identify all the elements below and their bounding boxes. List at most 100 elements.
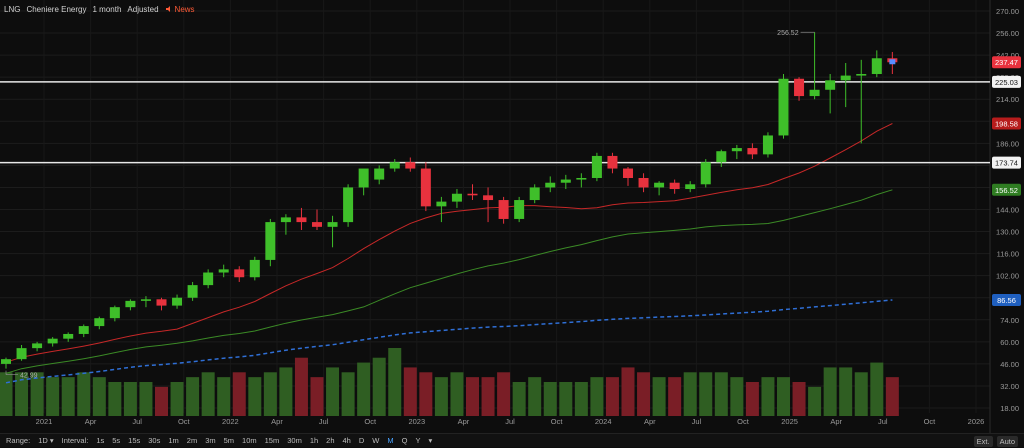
volume-bar (217, 377, 231, 416)
adjustment-label[interactable]: Adjusted (127, 4, 159, 14)
volume-bar (761, 377, 775, 416)
volume-bar (248, 377, 262, 416)
interval-button-15s[interactable]: 15s (128, 436, 141, 445)
candle-body (374, 168, 385, 180)
candle-body (747, 148, 758, 155)
low-annotation: 42.99 (20, 373, 38, 380)
candle-body (203, 272, 214, 286)
x-tick-label: Apr (85, 417, 97, 426)
price-tag-label: 156.52 (995, 186, 1018, 195)
candle-body (654, 182, 665, 188)
interval-button-30s[interactable]: 30s (148, 436, 161, 445)
candle-body (63, 333, 74, 339)
news-toggle[interactable]: News (165, 5, 195, 14)
candle-body (156, 299, 167, 306)
chevron-down-icon: ▾ (49, 436, 54, 445)
interval-button-4h[interactable]: 4h (342, 436, 351, 445)
range-selector[interactable]: 1D ▾ (38, 436, 53, 445)
y-tick-label: 242.00 (996, 51, 1019, 60)
interval-button-2m[interactable]: 2m (186, 436, 198, 445)
interval-button-1s[interactable]: 1s (96, 436, 105, 445)
x-tick-label: 2021 (36, 417, 53, 426)
x-tick-label: Apr (458, 417, 470, 426)
y-tick-label: 32.00 (1000, 382, 1019, 391)
volume-bar (792, 382, 806, 416)
price-tag-label: 237.47 (995, 58, 1018, 67)
scale-button-ext[interactable]: Ext. (973, 435, 993, 447)
candle-body (871, 58, 882, 75)
interval-button-y[interactable]: Y (415, 436, 421, 445)
candle-body (78, 326, 89, 334)
volume-bar (777, 377, 790, 416)
interval-button-15m[interactable]: 15m (264, 436, 280, 445)
company-name: Cheniere Energy (26, 4, 87, 14)
price-tag-ma-red (992, 117, 1021, 130)
candle-body (312, 222, 322, 227)
interval-button-10m[interactable]: 10m (242, 436, 257, 445)
candle-body (436, 201, 447, 207)
volume-bar (0, 372, 13, 416)
interval-button-1h[interactable]: 1h (309, 436, 319, 445)
candle-body (265, 222, 276, 260)
interval-button-30m[interactable]: 30m (287, 436, 302, 445)
volume-bar (123, 382, 137, 416)
candle-body (545, 182, 556, 188)
interval-button-d[interactable]: D (358, 436, 365, 445)
volume-bar (885, 377, 899, 416)
candle-body (405, 162, 416, 169)
x-tick-label: Apr (644, 417, 656, 426)
interval-button-1m[interactable]: 1m (168, 436, 179, 445)
volume-bar (263, 372, 277, 416)
volume-bar (481, 377, 495, 416)
volume-bar (450, 372, 464, 416)
candle-body (109, 307, 120, 319)
volume-bar (403, 367, 417, 416)
y-tick-label: 270.00 (996, 7, 1019, 16)
candle-body (125, 300, 136, 308)
interval-button-3m[interactable]: 3m (205, 436, 216, 445)
interval-button-q[interactable]: Q (401, 436, 408, 445)
chevron-down-icon[interactable]: ▾ (428, 436, 433, 445)
candle-body (514, 200, 525, 219)
volume-bar (46, 377, 60, 416)
candle-body (420, 168, 431, 207)
volume-bar (668, 377, 682, 416)
price-chart[interactable]: 270.00256.00242.00228.00214.00200.00186.… (0, 0, 1024, 433)
y-tick-label: 46.00 (1000, 360, 1019, 369)
x-tick-label: Oct (737, 417, 750, 426)
candle-body (234, 269, 245, 278)
volume-bar (528, 377, 542, 416)
interval-label[interactable]: 1 month (92, 4, 122, 14)
candle-body (467, 193, 478, 196)
candle-body (47, 338, 58, 344)
interval-button-w[interactable]: W (372, 436, 380, 445)
candle-body (296, 217, 307, 223)
x-tick-label: 2026 (968, 417, 985, 426)
volume-bar (77, 372, 91, 416)
x-tick-label: Oct (178, 417, 191, 426)
scale-button-auto[interactable]: Auto (996, 435, 1018, 447)
volume-bar (170, 382, 184, 416)
interval-button-5s[interactable]: 5s (112, 436, 121, 445)
volume-bar (326, 367, 340, 416)
volume-bar (714, 372, 728, 416)
symbol-label[interactable]: LNG (4, 4, 21, 14)
volume-bar (61, 377, 75, 416)
price-tag-ma-green (992, 183, 1021, 196)
high-annotation: 256.52 (777, 30, 799, 37)
volume-bar (745, 382, 759, 416)
volume-bar (279, 367, 293, 416)
candle-body (716, 151, 727, 163)
candle-body (560, 179, 571, 183)
range-label: Range: (6, 436, 31, 445)
volume-bar (543, 382, 557, 416)
x-tick-label: Jul (878, 417, 888, 426)
interval-button-m[interactable]: M (387, 436, 394, 445)
interval-button-5m[interactable]: 5m (223, 436, 235, 445)
interval-button-2h[interactable]: 2h (326, 436, 335, 445)
volume-bar (419, 372, 433, 416)
volume-bar (652, 377, 666, 416)
y-tick-label: 116.00 (997, 250, 1019, 259)
x-tick-label: Oct (924, 417, 937, 426)
price-tag-hline-upper (992, 75, 1021, 88)
